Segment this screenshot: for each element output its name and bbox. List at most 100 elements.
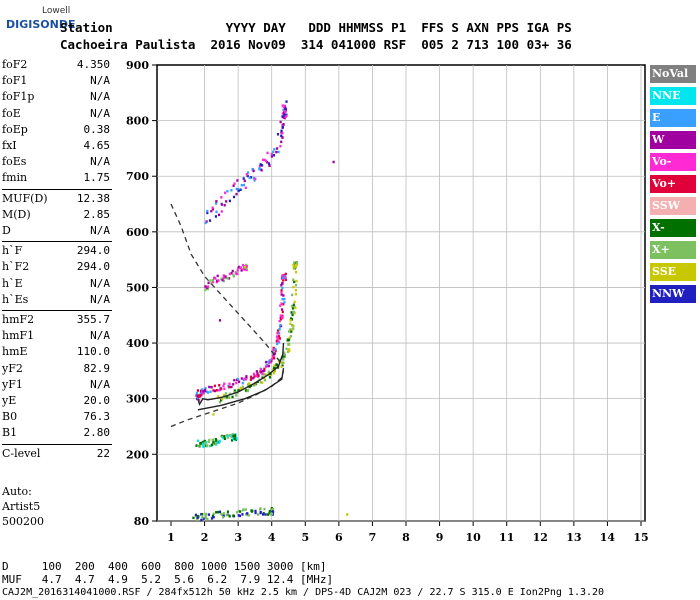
echo-point <box>222 516 225 519</box>
echo-point <box>232 273 235 277</box>
echo-point <box>248 176 251 180</box>
echo-point <box>249 176 253 179</box>
echo-point <box>242 268 245 271</box>
echo-point <box>218 319 222 322</box>
echo-point <box>273 369 277 373</box>
echo-point <box>293 261 296 264</box>
echo-point <box>261 381 264 384</box>
echo-point <box>259 510 262 514</box>
echo-point <box>245 173 248 176</box>
echo-point <box>224 392 228 395</box>
param-row: h`Es N/A <box>2 293 110 309</box>
param-row: B1 2.80 <box>2 426 110 442</box>
legend-item: X- <box>650 219 696 237</box>
param-value: N/A <box>90 74 110 88</box>
echo-point <box>211 279 215 282</box>
echo-point <box>280 134 283 138</box>
echo-point <box>282 302 285 306</box>
param-value: 1.75 <box>83 171 111 185</box>
echo-point <box>220 277 223 280</box>
echo-point <box>202 392 205 395</box>
echo-point <box>287 348 290 352</box>
param-key: foEs <box>2 155 27 169</box>
echo-point <box>252 169 255 173</box>
param-key: D <box>2 224 11 237</box>
echo-point <box>268 511 271 515</box>
echo-point <box>222 512 225 515</box>
echo-point <box>207 281 210 285</box>
param-value: 294.0 <box>76 244 110 258</box>
echo-point <box>243 377 246 381</box>
x-tick-label: 12 <box>533 531 548 544</box>
echo-point <box>246 512 249 515</box>
echo-point <box>219 512 222 516</box>
echo-point <box>226 434 229 438</box>
echo-point <box>206 287 210 291</box>
echo-point <box>275 339 278 343</box>
echo-point <box>240 387 243 391</box>
echo-point <box>236 179 239 182</box>
param-key: foF1 <box>2 74 28 88</box>
echo-point <box>280 361 283 364</box>
echo-point <box>282 105 285 109</box>
echo-point <box>266 364 269 367</box>
echo-point <box>248 385 251 389</box>
y-tick-label: 500 <box>126 281 149 294</box>
echo-point <box>273 352 277 355</box>
echo-point <box>270 508 273 512</box>
echo-point <box>276 342 279 346</box>
echo-point <box>277 335 281 338</box>
echo-point <box>263 378 266 382</box>
echo-point <box>332 160 335 164</box>
echo-point <box>281 274 284 277</box>
param-key: fmin <box>2 171 28 185</box>
echo-point <box>221 435 224 439</box>
echo-point <box>237 514 240 517</box>
echo-point <box>232 437 235 441</box>
header-row-2: Cachoeira Paulista 2016 Nov09 314 041000… <box>60 37 572 52</box>
param-key: h`E <box>2 276 23 290</box>
echo-point <box>279 144 282 148</box>
echo-point <box>242 177 245 180</box>
echo-point <box>272 371 276 375</box>
echo-point <box>226 510 230 513</box>
echo-point <box>280 140 283 144</box>
echo-point <box>270 155 273 158</box>
echo-point <box>223 382 226 385</box>
echo-point <box>205 444 209 447</box>
header-row-1: Station YYYY DAY DDD HHMMSS P1 FFS S AXN… <box>60 20 572 35</box>
echo-point <box>292 324 295 328</box>
echo-point <box>267 364 270 368</box>
echo-point <box>239 188 242 191</box>
param-key: hmE <box>2 345 28 359</box>
echo-point <box>216 279 219 283</box>
footer-info: CAJ2M_2016314041000.RSF / 284fx512h 50 k… <box>2 587 605 598</box>
echo-point <box>271 510 274 513</box>
echo-point <box>245 375 248 378</box>
echo-point <box>201 515 204 519</box>
y-tick-label: 600 <box>126 226 149 239</box>
echo-point <box>281 316 284 320</box>
echo-point <box>259 368 263 371</box>
plot-frame <box>156 64 646 522</box>
echo-point <box>203 439 207 443</box>
echo-point <box>247 383 250 386</box>
echo-point <box>283 276 287 279</box>
echo-point <box>259 381 262 384</box>
echo-point <box>212 441 215 444</box>
echo-point <box>272 368 275 371</box>
echo-point <box>230 439 234 442</box>
echo-point <box>214 438 217 441</box>
echo-point <box>294 270 298 274</box>
echo-point <box>292 264 295 267</box>
echo-point <box>222 279 226 283</box>
echo-point <box>215 200 218 203</box>
echo-point <box>208 219 212 222</box>
param-key: MUF(D) <box>2 191 48 205</box>
echo-point <box>218 510 222 514</box>
echo-point <box>215 439 218 442</box>
echo-point <box>196 394 199 398</box>
echo-point <box>261 369 265 373</box>
echo-point <box>196 518 199 521</box>
echo-point <box>211 438 214 442</box>
